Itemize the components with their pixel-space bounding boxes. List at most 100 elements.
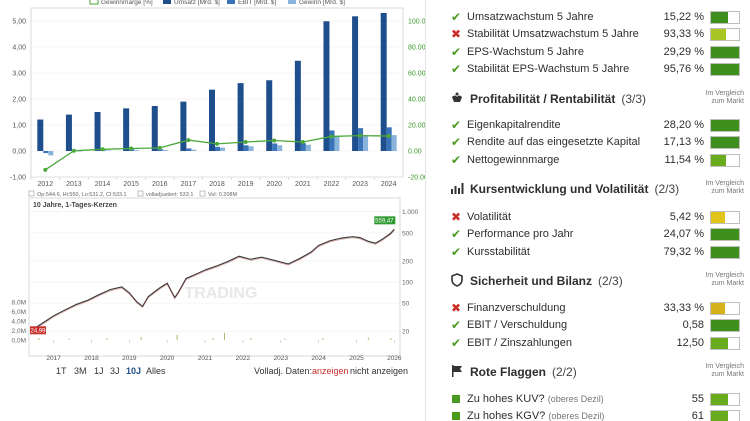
criterion-value: 33,33 % <box>663 302 704 314</box>
criterion-row[interactable]: ✔ Rendite auf das eingesetzte Kapital 17,1… <box>436 134 750 151</box>
info-checkbox[interactable] <box>137 190 144 197</box>
criterion-row[interactable]: ✔ Kursstabilität 79,32 % <box>436 244 750 261</box>
range-1T[interactable]: 1T <box>56 366 67 376</box>
bar <box>305 144 311 151</box>
criterion-row[interactable]: ✖ Volatilität 5,42 % <box>436 209 750 226</box>
volume-bar <box>106 338 108 340</box>
chart-panel: Gewinnmarge [%] Umsatz [Mrd. $] EBIT [Mrd.… <box>10 0 425 376</box>
price-tick-label: 20 <box>402 329 410 336</box>
range-3J[interactable]: 3J <box>110 366 120 376</box>
bar <box>123 108 130 151</box>
score-bar <box>710 11 740 24</box>
range-10J[interactable]: 10J <box>126 366 142 376</box>
bar <box>237 83 244 151</box>
score-bar-fill <box>711 337 728 349</box>
section-count: (2/2) <box>552 365 577 379</box>
section-header-safety[interactable]: Sicherheit und Bilanz (2/3) Im Vergleich z… <box>436 270 750 292</box>
margin-point <box>71 148 76 153</box>
price-line-shadow <box>34 230 395 330</box>
price-chart: Op:544.6, Hi:550, Lo:531.2, Cl:533.1 voll… <box>12 190 419 362</box>
bar <box>323 21 330 152</box>
criterion-row[interactable]: ✔ Stabilität EPS-Wachstum 5 Jahre 95,76 % <box>436 61 750 78</box>
bar <box>151 106 158 151</box>
section-header-price[interactable]: Kursentwicklung und Volatilität (2/3) Im … <box>436 178 750 200</box>
bar <box>191 149 197 151</box>
plot-frame <box>30 7 404 178</box>
y2-tick-label: 80.00 <box>408 45 425 52</box>
y-tick-label: 0,00 <box>12 149 26 156</box>
x-tick-label: 2015 <box>123 181 139 188</box>
range-1J[interactable]: 1J <box>94 366 104 376</box>
score-bar <box>710 336 740 350</box>
section-header-flags[interactable]: Rote Flaggen (2/2) Im Vergleich zum Markt <box>436 361 750 383</box>
info-checkbox[interactable] <box>199 190 206 197</box>
last-price-badge <box>374 216 396 225</box>
volume-bar <box>212 338 214 340</box>
criterion-row[interactable]: ✔ Eigenkapitalrendite 28,20 % <box>436 117 750 134</box>
margin-point <box>157 145 162 150</box>
x-tick-label: 2023 <box>352 181 368 188</box>
criterion-row[interactable]: ✔ Umsatzwachstum 5 Jahre 15,22 % <box>436 9 750 26</box>
criterion-label: EPS-Wachstum 5 Jahre <box>467 45 584 58</box>
info-label: Op:544.6, Hi:550, Lo:531.2, Cl:533.1 <box>37 192 127 198</box>
score-bar-fill <box>711 120 739 131</box>
criterion-value: 29,29 % <box>663 45 704 58</box>
info-checkbox[interactable] <box>28 190 35 197</box>
compare-note: Im Vergleich zum Markt <box>705 363 744 378</box>
hide-adjusted-link[interactable]: nicht anzeigen <box>350 366 409 376</box>
price-line <box>34 228 395 329</box>
flag-square-icon <box>450 392 462 406</box>
margin-point <box>272 138 277 143</box>
low-price-label: 24,99 <box>30 328 46 334</box>
compare-note: Im Vergleich zum Markt <box>705 180 744 195</box>
flag-square-icon <box>450 409 462 421</box>
show-adjusted-link[interactable]: anzeigen <box>312 366 349 376</box>
bar <box>215 146 220 151</box>
criterion-value: 12,50 <box>676 336 704 349</box>
y2-tick-label: 20.00 <box>408 123 425 130</box>
volladj-label: Volladj. Daten: <box>254 366 313 376</box>
margin-point <box>215 141 219 146</box>
section-count: (2/3) <box>654 182 680 196</box>
criterion-row[interactable]: ✔ EBIT / Verschuldung 0,58 <box>436 317 750 334</box>
y2-tick-label: -20.00 <box>408 175 425 182</box>
section-header-profit[interactable]: Profitabilität / Rentabilität (3/3) Im Ve… <box>436 88 750 110</box>
bar <box>363 135 369 151</box>
red-flag-row[interactable]: Zu hohes KUV? (oberes Dezil) 55 <box>436 391 750 408</box>
criterion-row[interactable]: ✔ Performance pro Jahr 24,07 % <box>436 226 750 243</box>
criterion-row[interactable]: ✔ EBIT / Zinszahlungen 12,50 <box>436 335 750 352</box>
volume-tick-label: 8,0M <box>12 300 26 307</box>
scores-panel: ✔ Umsatzwachstum 5 Jahre 15,22 % ✖ Stabilitä… <box>436 0 750 421</box>
criterion-row[interactable]: ✔ EPS-Wachstum 5 Jahre 29,29 % <box>436 44 750 61</box>
criterion-row[interactable]: ✖ Finanzverschuldung 33,33 % <box>436 300 750 317</box>
criterion-row[interactable]: ✔ Nettogewinnmarge 11,54 % <box>436 152 750 169</box>
score-bar <box>710 211 740 224</box>
criterion-value: 15,22 % <box>663 11 704 23</box>
range-3M[interactable]: 3M <box>74 366 87 376</box>
bar <box>94 112 101 151</box>
criterion-value: 24,07 % <box>663 228 704 241</box>
watermark: TRADING <box>185 285 258 302</box>
score-bar-fill <box>711 12 728 23</box>
criterion-label: Kursstabilität <box>467 245 530 258</box>
volume-tick-label: 4,0M <box>12 319 26 326</box>
volume-bar <box>223 332 225 340</box>
criterion-row[interactable]: ✖ Stabilität Umsatzwachstum 5 Jahre 93,33 … <box>436 26 750 43</box>
legend-label: Gewinn [Mrd. $] <box>299 0 345 6</box>
score-bar-fill <box>711 246 739 258</box>
criterion-value: 11,54 % <box>664 153 704 166</box>
cross-icon: ✖ <box>450 301 462 315</box>
score-bar <box>710 319 740 333</box>
price-tick-label: 100 <box>402 279 413 286</box>
margin-point <box>186 138 191 143</box>
volume-bar <box>140 337 142 340</box>
range-Alles[interactable]: Alles <box>146 366 166 376</box>
margin-point <box>300 140 305 145</box>
margin-point <box>100 147 105 152</box>
section-title: Kursentwicklung und Volatilität (2/3) <box>470 182 680 196</box>
criterion-value: 0,58 <box>682 319 704 332</box>
score-bar <box>710 228 740 242</box>
year-label: 2023 <box>274 355 289 362</box>
red-flag-row[interactable]: Zu hohes KGV? (oberes Dezil) 61 <box>436 408 750 421</box>
x-tick-label: 2012 <box>38 181 54 188</box>
